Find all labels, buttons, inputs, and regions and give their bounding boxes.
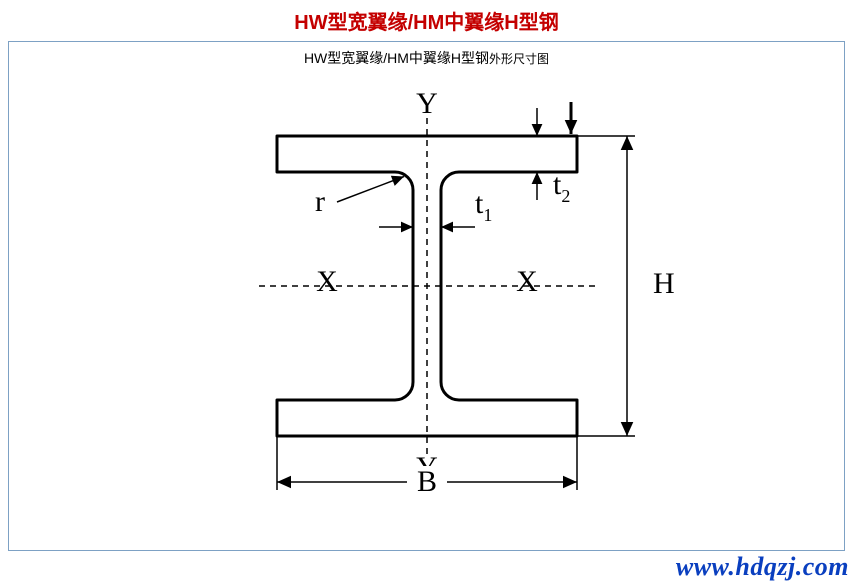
svg-text:B: B <box>416 465 436 498</box>
subtitle-small: 外形尺寸图 <box>489 52 549 66</box>
svg-text:X: X <box>316 265 338 298</box>
watermark: www.hdqzj.com <box>676 552 849 582</box>
diagram-wrap: YYXXrt1t2HB <box>15 74 838 534</box>
page-title: HW型宽翼缘/HM中翼缘H型钢 <box>0 0 853 41</box>
subtitle: HW型宽翼缘/HM中翼缘H型钢外形尺寸图 <box>15 48 838 68</box>
subtitle-main: HW型宽翼缘/HM中翼缘H型钢 <box>304 50 489 66</box>
svg-text:H: H <box>653 267 675 300</box>
diagram-panel: HW型宽翼缘/HM中翼缘H型钢外形尺寸图 YYXXrt1t2HB <box>8 41 845 551</box>
svg-text:t1: t1 <box>475 187 492 225</box>
svg-text:Y: Y <box>416 87 438 120</box>
svg-text:X: X <box>516 265 538 298</box>
svg-text:r: r <box>315 185 325 218</box>
h-beam-diagram: YYXXrt1t2HB <box>147 74 707 524</box>
svg-text:t2: t2 <box>553 168 570 206</box>
